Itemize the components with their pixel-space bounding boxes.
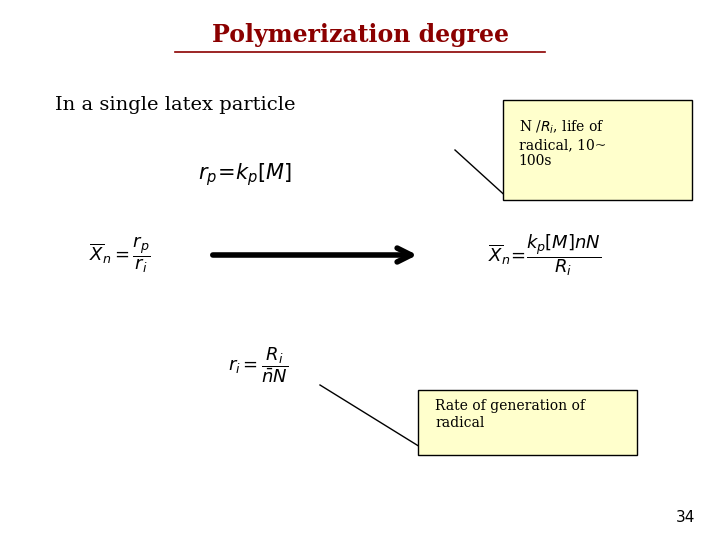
FancyBboxPatch shape	[503, 99, 692, 200]
Text: In a single latex particle: In a single latex particle	[55, 96, 295, 114]
Text: $r_i = \dfrac{R_i}{\bar{n}N}$: $r_i = \dfrac{R_i}{\bar{n}N}$	[228, 346, 288, 384]
FancyBboxPatch shape	[418, 389, 637, 455]
Text: $\overline{X}_n = \dfrac{r_p}{r_i}$: $\overline{X}_n = \dfrac{r_p}{r_i}$	[89, 235, 151, 275]
Text: N /$R_i$, life of
radical, 10~
100s: N /$R_i$, life of radical, 10~ 100s	[518, 118, 606, 168]
Text: 34: 34	[675, 510, 695, 525]
Text: $r_p\!=\!k_p[M]$: $r_p\!=\!k_p[M]$	[198, 161, 292, 188]
Text: Polymerization degree: Polymerization degree	[212, 23, 508, 47]
Text: Rate of generation of
radical: Rate of generation of radical	[436, 400, 585, 430]
Text: $\overline{X}_n\!=\!\dfrac{k_p[M]nN}{R_i}$: $\overline{X}_n\!=\!\dfrac{k_p[M]nN}{R_i…	[488, 232, 602, 278]
